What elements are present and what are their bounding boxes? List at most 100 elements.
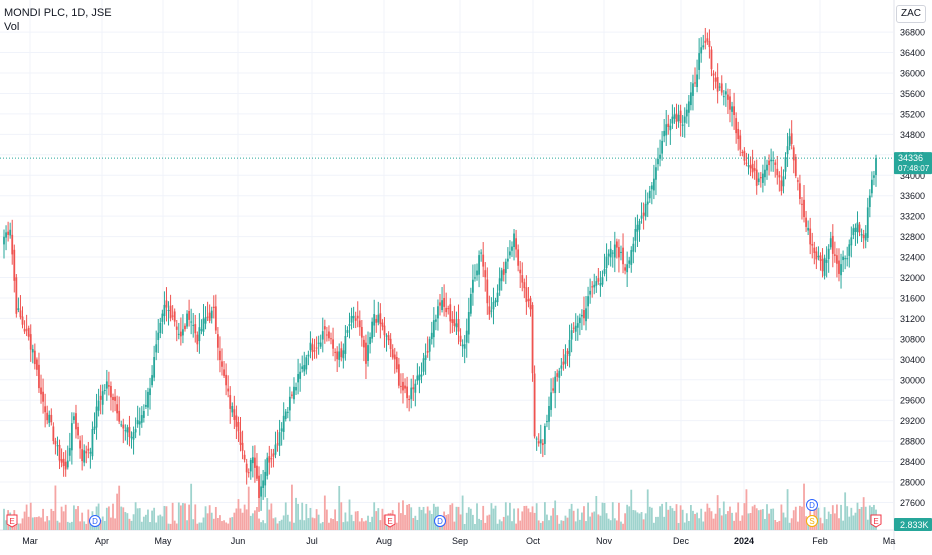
y-tick-label: 34000 — [900, 171, 925, 181]
volume-bar — [535, 503, 538, 530]
volume-bar — [671, 508, 674, 530]
candle-body — [761, 173, 764, 183]
volume-last-label: 2.833K — [900, 520, 929, 530]
volume-bar — [490, 503, 493, 530]
volume-bar — [212, 518, 215, 530]
volume-bar — [235, 508, 238, 530]
volume-bar — [31, 517, 34, 530]
candle-body — [768, 160, 770, 166]
currency-badge[interactable]: ZAC — [896, 5, 926, 23]
volume-bar — [751, 506, 754, 530]
volume-bar — [147, 509, 149, 530]
candle-body — [428, 339, 431, 352]
y-tick-label: 33600 — [900, 191, 925, 201]
volume-bar — [679, 505, 682, 530]
volume-bar — [404, 514, 406, 530]
symbol-title[interactable]: MONDI PLC, 1D, JSE — [4, 7, 112, 19]
candle-body — [556, 373, 559, 377]
volume-bar — [309, 507, 312, 530]
volume-bar — [509, 502, 511, 530]
candle-body — [833, 254, 836, 256]
candle-body — [815, 251, 818, 260]
candle-body — [620, 251, 622, 254]
candle-body — [126, 427, 129, 433]
volume-bar — [605, 513, 608, 530]
candle-body — [570, 330, 573, 340]
candle-body — [66, 460, 69, 468]
volume-bar — [626, 504, 629, 530]
candle-body — [527, 299, 530, 301]
candle-body — [233, 409, 236, 420]
volume-bar — [171, 502, 174, 530]
candle-body — [467, 312, 470, 335]
volume-bar — [780, 504, 783, 530]
volume-bar — [525, 505, 528, 530]
candle-body — [99, 395, 102, 400]
y-tick-label: 28800 — [900, 437, 925, 447]
x-tick-label: Apr — [95, 536, 109, 546]
volume-bar — [66, 521, 69, 530]
candle-body — [424, 355, 427, 360]
candle-body — [400, 385, 402, 387]
volume-bar — [416, 519, 419, 530]
candle-body — [543, 425, 546, 444]
volume-bar — [576, 508, 579, 530]
volume-bar — [103, 520, 106, 530]
volume-bar — [690, 505, 692, 530]
volume-bar — [469, 508, 472, 530]
volume-bar — [233, 512, 236, 530]
volume-bar — [622, 523, 624, 530]
volume-indicator-label[interactable]: Vol — [4, 21, 20, 33]
candle-body — [718, 86, 721, 88]
volume-bar — [50, 508, 53, 530]
candle-body — [23, 328, 26, 332]
candle-body — [138, 421, 141, 425]
candle-body — [56, 445, 59, 447]
candle-body — [397, 364, 400, 386]
volume-bar — [363, 521, 365, 530]
volume-bar — [562, 520, 565, 530]
candle-body — [875, 158, 877, 176]
candle-body — [33, 350, 36, 365]
volume-bar — [718, 508, 721, 530]
volume-bar — [426, 506, 429, 530]
volume-bar — [412, 518, 415, 530]
dividend-marker-label: D — [437, 517, 443, 526]
candle-body — [529, 298, 532, 310]
volume-bar — [328, 522, 330, 530]
volume-bar — [75, 509, 77, 530]
volume-bar — [681, 509, 684, 530]
volume-bar — [118, 485, 121, 530]
candle-body — [128, 426, 131, 438]
volume-bar — [607, 518, 610, 530]
volume-bar — [23, 511, 26, 530]
candle-body — [609, 248, 612, 258]
candle-body — [729, 96, 731, 110]
candle-body — [179, 331, 182, 337]
volume-bar — [420, 509, 423, 530]
volume-bar — [531, 506, 534, 530]
candle-body — [778, 175, 781, 178]
candle-body — [307, 354, 310, 357]
candle-body — [523, 282, 526, 289]
volume-bar — [529, 512, 532, 530]
volume-bar — [739, 520, 742, 530]
candle-body — [105, 381, 108, 389]
volume-bar — [288, 521, 291, 530]
volume-bar — [291, 484, 293, 530]
candle-body — [630, 250, 633, 265]
candle-body — [469, 293, 472, 314]
candle-body — [500, 270, 503, 282]
volume-bar — [48, 520, 51, 530]
volume-bar — [227, 523, 230, 530]
volume-bar — [500, 521, 503, 530]
candle-body — [741, 151, 744, 153]
candle-body — [868, 195, 871, 207]
y-tick-label: 35600 — [900, 89, 925, 99]
volume-bar — [348, 499, 351, 530]
volume-bar — [833, 513, 836, 530]
candle-body — [788, 136, 791, 146]
volume-bar — [687, 521, 690, 530]
